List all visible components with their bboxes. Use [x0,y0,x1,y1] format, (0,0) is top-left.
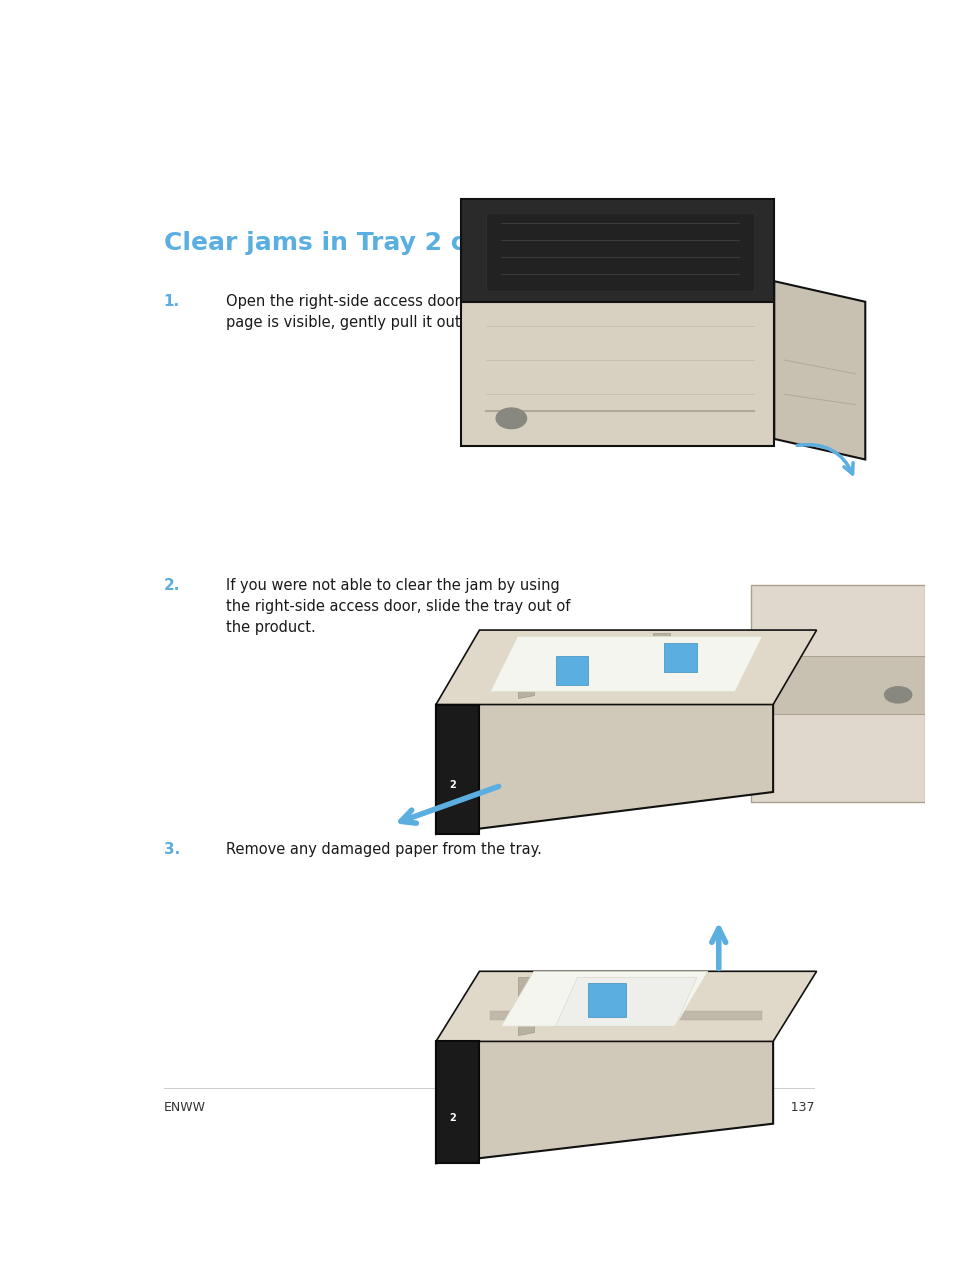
Polygon shape [490,1011,761,1020]
Polygon shape [436,630,816,705]
Polygon shape [460,199,774,302]
Text: Remove any damaged paper from the tray.: Remove any damaged paper from the tray. [226,842,541,857]
Circle shape [496,408,526,429]
Polygon shape [436,1041,479,1163]
Polygon shape [517,636,534,698]
Polygon shape [500,972,707,1026]
Polygon shape [751,655,924,714]
Polygon shape [436,972,816,1041]
Text: 1.: 1. [164,295,179,309]
Polygon shape [436,663,772,834]
Polygon shape [517,978,534,1035]
Text: ENWW: ENWW [164,1101,206,1114]
Polygon shape [653,974,669,1020]
Text: 2.: 2. [164,578,180,593]
Text: Clear jams      137: Clear jams 137 [699,1101,813,1114]
Circle shape [883,687,911,702]
Text: 2: 2 [449,1113,456,1123]
Text: Clear jams in Tray 2 or Tray 3: Clear jams in Tray 2 or Tray 3 [164,231,574,254]
Polygon shape [436,1002,772,1163]
Polygon shape [555,978,697,1026]
Polygon shape [436,705,479,834]
Text: Open the right-side access door. If the jammed
page is visible, gently pull it o: Open the right-side access door. If the … [226,295,574,330]
Text: If you were not able to clear the jam by using
the right-side access door, slide: If you were not able to clear the jam by… [226,578,570,635]
Polygon shape [653,634,669,682]
Polygon shape [774,281,864,460]
Text: 2: 2 [449,781,456,790]
Polygon shape [460,302,774,446]
Text: 3.: 3. [164,842,180,857]
Polygon shape [751,584,924,801]
Polygon shape [555,655,588,685]
Polygon shape [663,643,697,672]
Polygon shape [588,983,625,1017]
Polygon shape [490,636,761,692]
Polygon shape [485,212,753,292]
